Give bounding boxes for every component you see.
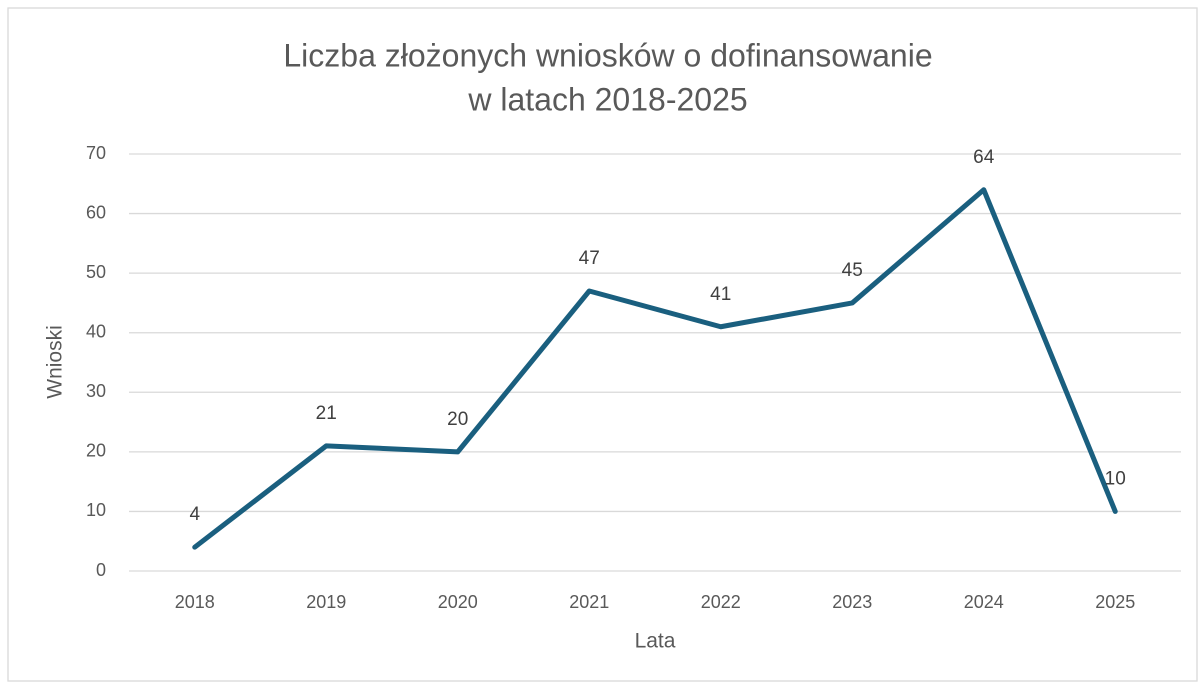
data-label: 41 [710,284,731,305]
x-tick-label: 2020 [438,592,478,612]
data-label: 64 [973,147,995,168]
x-tick-label: 2019 [306,592,346,612]
x-tick-label: 2021 [569,592,609,612]
line [192,187,1118,550]
y-tick-label: 70 [86,143,106,163]
x-tick-label: 2023 [832,592,872,612]
y-tick-label: 0 [96,560,106,580]
y-tick-label: 20 [86,441,106,461]
x-tick-label: 2018 [175,592,215,612]
y-tick-label: 60 [86,202,106,222]
x-tick-label: 2025 [1095,592,1135,612]
chart-border [7,7,1198,682]
data-label: 20 [447,409,468,430]
y-tick-label: 40 [86,321,106,341]
chart-title: Liczba złożonych wniosków o dofinansowan… [283,37,932,73]
data-label: 21 [316,403,337,424]
data-label: 4 [189,504,200,525]
y-tick-label: 30 [86,381,106,401]
chart-title: w latach 2018-2025 [467,81,747,117]
x-axis-title: Lata [635,630,676,653]
data-label: 47 [579,248,600,269]
y-tick-label: 50 [86,262,106,282]
y-axis-title: Wnioski [44,325,67,399]
x-tick-label: 2022 [701,592,741,612]
x-tick-label: 2024 [964,592,1004,612]
data-label: 45 [842,260,863,281]
data-label: 10 [1105,468,1126,489]
y-tick-label: 10 [86,500,106,520]
